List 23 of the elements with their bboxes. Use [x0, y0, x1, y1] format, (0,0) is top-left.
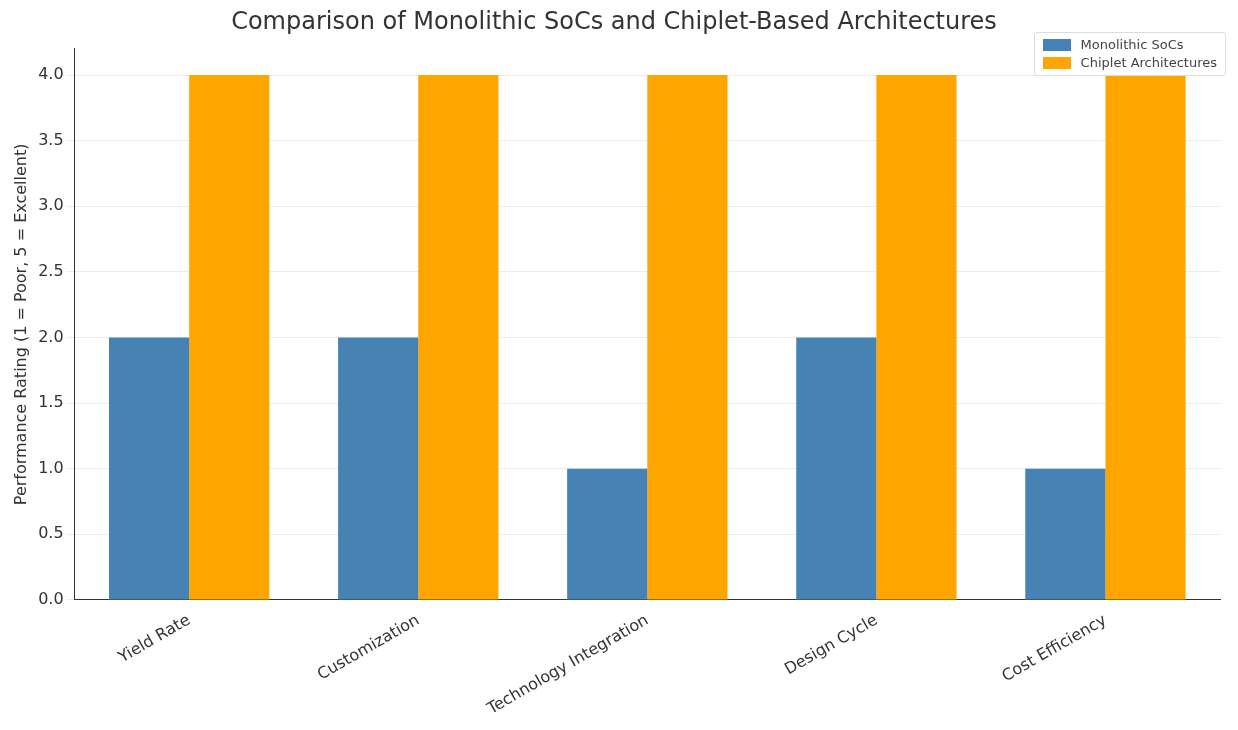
legend-label: Monolithic SoCs — [1080, 37, 1184, 53]
y-tick-label: 3.0 — [38, 195, 64, 215]
y-tick-label: 2.5 — [38, 261, 64, 281]
bar — [338, 337, 419, 600]
y-tick-label: 1.0 — [38, 457, 64, 477]
bar — [647, 75, 728, 600]
y-tick-label: 4.0 — [38, 64, 64, 84]
bar — [796, 337, 877, 600]
bar — [1025, 468, 1106, 600]
y-tick-label: 0.0 — [38, 589, 64, 609]
bar — [418, 75, 499, 600]
y-axis-title: Performance Rating (1 = Poor, 5 = Excellent) — [10, 143, 30, 506]
y-tick-label: 2.0 — [38, 326, 64, 346]
y-tick-label: 3.5 — [38, 129, 64, 149]
legend-label: Chiplet Architectures — [1080, 55, 1217, 71]
x-tick-label: Yield Rate — [113, 609, 194, 667]
y-tick-label: 1.5 — [38, 392, 64, 412]
y-tick-label: 0.5 — [38, 523, 64, 543]
bar — [876, 75, 957, 600]
bar — [109, 337, 190, 600]
bar — [189, 75, 270, 600]
chart-title: Comparison of Monolithic SoCs and Chiplet-Based Architectures — [231, 6, 997, 35]
bar — [567, 468, 648, 600]
